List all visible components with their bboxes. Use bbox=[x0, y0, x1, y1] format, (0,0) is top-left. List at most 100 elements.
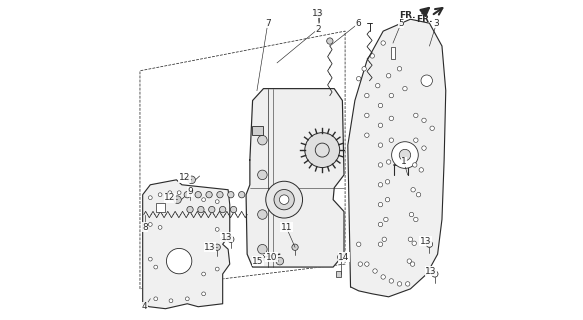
Bar bbox=[391, 47, 395, 59]
Circle shape bbox=[378, 222, 382, 227]
Circle shape bbox=[158, 193, 162, 196]
Circle shape bbox=[227, 192, 234, 198]
Circle shape bbox=[426, 241, 433, 247]
Circle shape bbox=[385, 180, 390, 184]
Circle shape bbox=[411, 188, 415, 192]
Circle shape bbox=[378, 202, 382, 207]
Circle shape bbox=[276, 257, 283, 265]
Circle shape bbox=[356, 76, 361, 81]
Circle shape bbox=[375, 84, 380, 88]
Text: 1: 1 bbox=[401, 157, 407, 166]
Text: FR.: FR. bbox=[399, 11, 416, 20]
Bar bbox=[156, 203, 164, 212]
Circle shape bbox=[378, 242, 382, 246]
Circle shape bbox=[217, 192, 223, 198]
Text: 6: 6 bbox=[356, 19, 361, 28]
Circle shape bbox=[422, 146, 426, 150]
Text: 10: 10 bbox=[266, 253, 278, 262]
Text: 13: 13 bbox=[420, 237, 431, 246]
Polygon shape bbox=[143, 180, 230, 309]
Circle shape bbox=[258, 210, 267, 219]
Circle shape bbox=[387, 160, 391, 164]
Circle shape bbox=[364, 262, 369, 266]
Circle shape bbox=[385, 197, 390, 202]
Circle shape bbox=[431, 271, 438, 277]
Circle shape bbox=[378, 183, 382, 187]
Text: 12: 12 bbox=[179, 173, 190, 182]
Circle shape bbox=[389, 279, 394, 283]
Circle shape bbox=[258, 170, 267, 180]
Text: 8: 8 bbox=[142, 223, 147, 232]
Circle shape bbox=[405, 282, 410, 286]
Circle shape bbox=[149, 222, 152, 226]
Circle shape bbox=[381, 41, 385, 45]
Circle shape bbox=[221, 237, 224, 241]
Circle shape bbox=[422, 118, 426, 123]
Circle shape bbox=[389, 138, 394, 142]
Text: 13: 13 bbox=[426, 267, 437, 276]
Circle shape bbox=[378, 123, 382, 128]
Circle shape bbox=[168, 191, 172, 195]
Circle shape bbox=[326, 38, 333, 44]
Circle shape bbox=[274, 189, 294, 210]
Circle shape bbox=[397, 67, 402, 71]
Circle shape bbox=[230, 206, 237, 213]
Bar bbox=[251, 125, 262, 135]
Text: 7: 7 bbox=[265, 19, 271, 28]
Circle shape bbox=[266, 181, 303, 218]
Circle shape bbox=[202, 272, 206, 276]
Circle shape bbox=[413, 217, 418, 222]
Text: 3: 3 bbox=[434, 19, 440, 28]
Circle shape bbox=[384, 217, 388, 222]
Text: 4: 4 bbox=[142, 302, 147, 311]
Text: 15: 15 bbox=[252, 257, 264, 266]
Text: 13: 13 bbox=[205, 243, 216, 252]
Circle shape bbox=[413, 113, 418, 118]
Circle shape bbox=[305, 132, 340, 168]
Circle shape bbox=[410, 262, 415, 266]
Circle shape bbox=[378, 103, 382, 108]
Circle shape bbox=[412, 241, 416, 245]
Circle shape bbox=[373, 269, 377, 273]
Circle shape bbox=[364, 133, 369, 137]
Circle shape bbox=[154, 265, 157, 269]
Text: 9: 9 bbox=[187, 187, 193, 196]
Circle shape bbox=[382, 237, 387, 242]
Circle shape bbox=[316, 10, 322, 16]
Circle shape bbox=[214, 244, 220, 251]
Circle shape bbox=[338, 254, 344, 260]
Circle shape bbox=[202, 198, 206, 202]
Circle shape bbox=[209, 206, 215, 213]
Circle shape bbox=[362, 67, 366, 71]
Circle shape bbox=[392, 142, 418, 168]
Circle shape bbox=[403, 86, 407, 91]
Circle shape bbox=[409, 212, 414, 217]
Circle shape bbox=[413, 163, 417, 167]
Circle shape bbox=[358, 262, 363, 266]
Circle shape bbox=[416, 192, 421, 197]
Circle shape bbox=[215, 267, 219, 271]
Text: 13: 13 bbox=[312, 9, 324, 18]
Circle shape bbox=[387, 74, 391, 78]
Circle shape bbox=[419, 168, 423, 172]
Polygon shape bbox=[246, 89, 344, 267]
Circle shape bbox=[219, 206, 226, 213]
Circle shape bbox=[378, 143, 382, 147]
Circle shape bbox=[258, 135, 267, 145]
Circle shape bbox=[149, 257, 152, 261]
Circle shape bbox=[177, 191, 181, 195]
Circle shape bbox=[407, 259, 412, 263]
Circle shape bbox=[174, 196, 181, 204]
Circle shape bbox=[370, 54, 374, 58]
Text: 12: 12 bbox=[164, 193, 175, 202]
Circle shape bbox=[413, 138, 418, 142]
Circle shape bbox=[364, 113, 369, 118]
Circle shape bbox=[188, 176, 195, 184]
Circle shape bbox=[279, 195, 289, 204]
Circle shape bbox=[185, 297, 189, 301]
Circle shape bbox=[202, 292, 206, 296]
Circle shape bbox=[238, 192, 245, 198]
Text: FR.: FR. bbox=[416, 15, 433, 24]
Circle shape bbox=[198, 206, 204, 213]
Circle shape bbox=[430, 126, 434, 131]
